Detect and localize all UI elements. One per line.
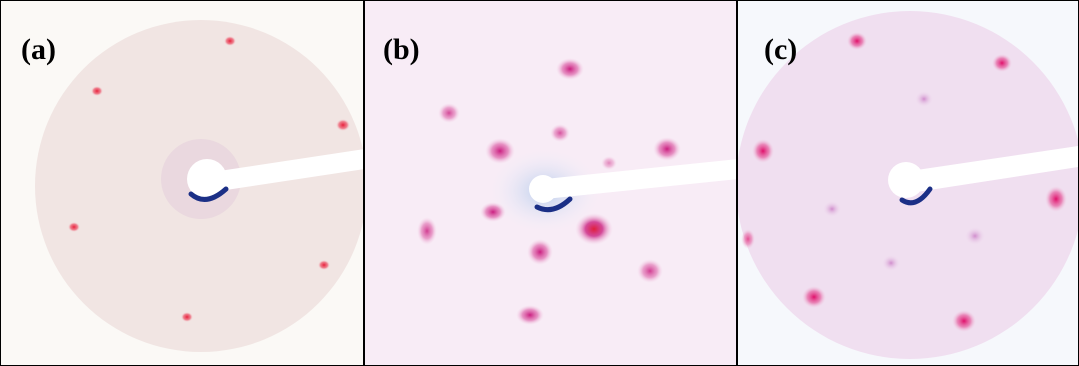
panel-b: (b) <box>365 1 738 365</box>
panel-label-c: (c) <box>764 33 798 66</box>
spot-a-3 <box>336 119 350 131</box>
spot-c-2 <box>992 54 1012 72</box>
gun-head-b <box>529 175 557 203</box>
spot-c-1 <box>847 32 867 50</box>
diffraction-pattern-c <box>738 11 1078 359</box>
spot-a-2 <box>91 86 103 96</box>
spot-b-11 <box>516 305 544 325</box>
spot-a-5 <box>318 260 330 270</box>
gun-shadow-a <box>188 186 229 202</box>
spot-b-2 <box>438 103 460 123</box>
gun-shaft-b <box>545 159 736 199</box>
spot-b-6 <box>480 202 506 222</box>
spot-b-1 <box>556 58 584 80</box>
diffraction-pattern-a <box>35 20 363 352</box>
spot-c-11 <box>882 255 900 271</box>
spot-b-4 <box>485 138 515 164</box>
gun-shadow-b <box>534 196 573 213</box>
spot-a-6 <box>181 312 193 322</box>
spot-c-7 <box>741 229 755 249</box>
spot-b-7 <box>417 217 437 245</box>
spot-a-1 <box>224 36 236 46</box>
spot-c-3 <box>752 139 774 163</box>
panel-a: (a) <box>1 1 365 365</box>
spot-b-5 <box>653 137 681 161</box>
spot-b-3 <box>550 124 570 142</box>
panel-c: (c) <box>738 1 1078 365</box>
spot-b-8 <box>575 213 613 245</box>
spot-c-8 <box>823 201 841 217</box>
spot-b-12 <box>601 156 617 170</box>
gun-shaft-c <box>910 146 1078 193</box>
gun-shadow-c <box>899 186 933 206</box>
spot-a-4 <box>68 222 80 232</box>
spot-c-10 <box>915 91 933 107</box>
spot-c-5 <box>802 286 826 308</box>
spot-c-4 <box>1045 186 1067 212</box>
spot-c-9 <box>965 227 985 245</box>
spot-b-10 <box>637 259 663 283</box>
panel-label-b: (b) <box>383 33 420 66</box>
diffraction-pattern-b <box>365 1 736 365</box>
spot-b-9 <box>527 239 553 265</box>
panel-label-a: (a) <box>21 33 56 66</box>
gun-head-a <box>187 159 227 199</box>
gun-head-c <box>888 162 924 198</box>
spot-c-6 <box>952 310 976 332</box>
gun-shaft-a <box>206 149 363 193</box>
